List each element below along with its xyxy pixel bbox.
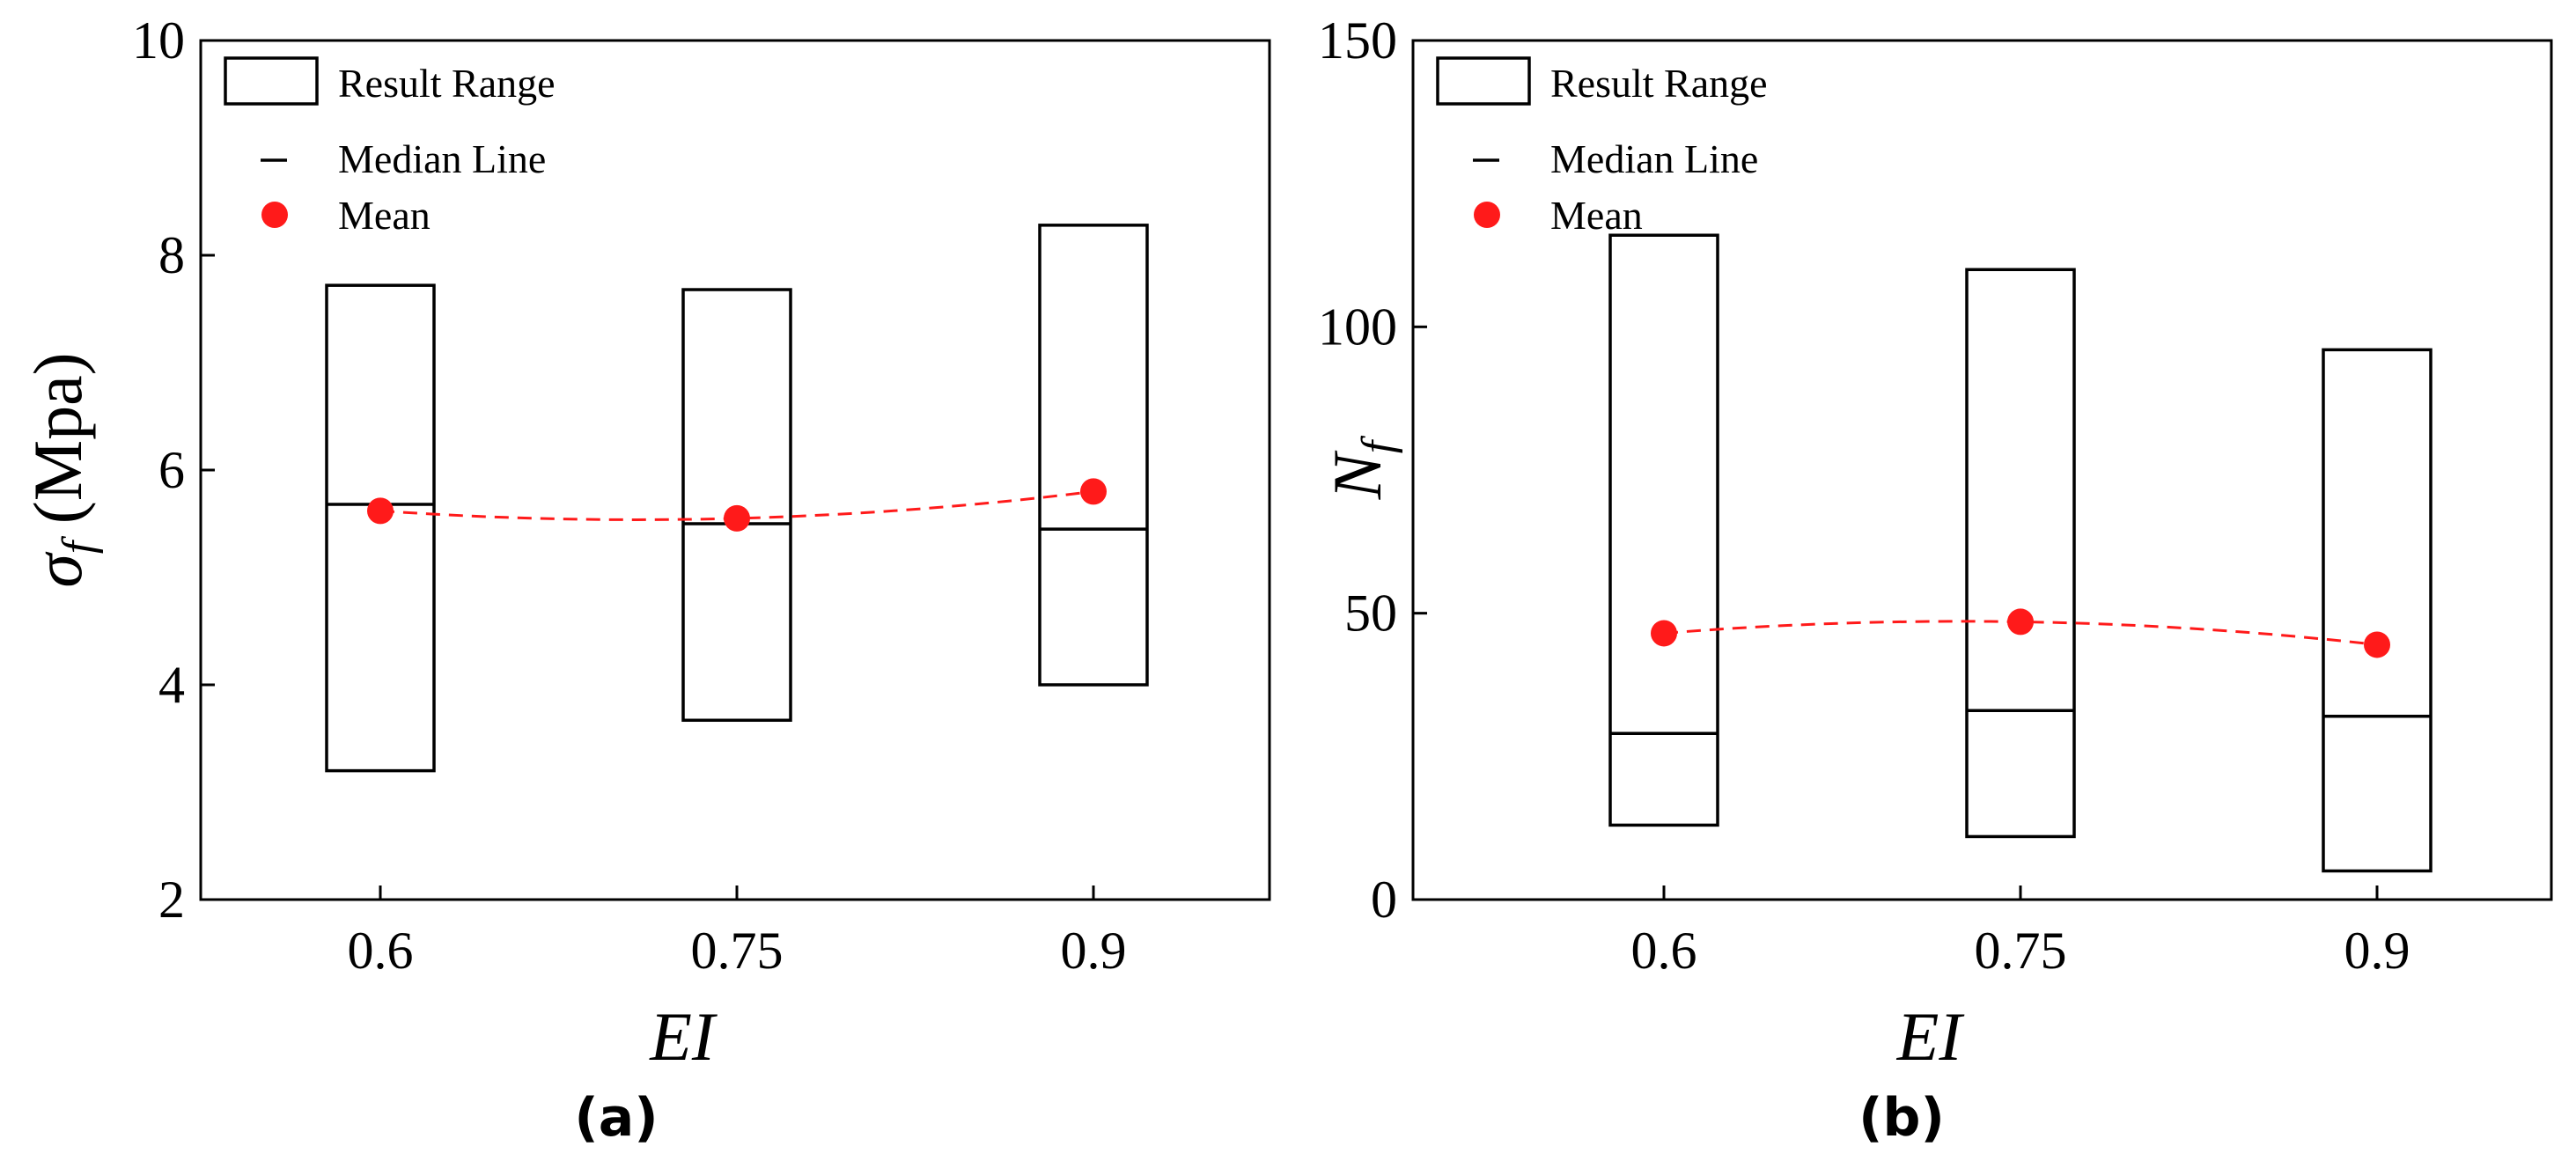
result-range-box (1965, 268, 2076, 839)
y-tick-label: 2 (158, 871, 185, 929)
x-tick-label: 0.75 (1975, 922, 2067, 980)
x-tick-label: 0.9 (1061, 922, 1127, 980)
y-tick-label: 4 (158, 656, 185, 714)
result-range-box (1038, 224, 1149, 687)
mean-point (2364, 631, 2390, 658)
y-tick-label: 100 (1318, 298, 1397, 356)
legend-mean-swatch (261, 202, 288, 228)
legend-mean-swatch (1474, 202, 1500, 228)
legend-mean-label: Mean (338, 193, 431, 238)
mean-point (1651, 620, 1677, 647)
y-tick-label: 10 (132, 11, 185, 70)
plot-frame (1411, 39, 2553, 901)
y-tick-label: 8 (158, 226, 185, 284)
x-tick-label: 0.6 (348, 922, 414, 980)
mean-point (2007, 608, 2034, 636)
y-tick-label: 6 (158, 441, 185, 499)
y-tick-label: 50 (1344, 584, 1397, 643)
legend-median-label: Median Line (338, 136, 546, 181)
x-axis-title: EI (649, 998, 718, 1075)
mean-point (1080, 478, 1107, 505)
result-range-box (681, 288, 792, 723)
legend-median-label: Median Line (1550, 136, 1758, 181)
mean-point (724, 504, 750, 532)
x-tick-label: 0.75 (691, 922, 784, 980)
result-range-box (325, 283, 436, 773)
panel-label: (a) (574, 1087, 658, 1149)
legend-range-swatch (1436, 56, 1531, 106)
legend-range-label: Result Range (1550, 61, 1768, 106)
x-tick-label: 0.6 (1631, 922, 1697, 980)
y-tick-label: 0 (1371, 871, 1397, 929)
x-tick-label: 0.9 (2344, 922, 2410, 980)
legend-range-label: Result Range (338, 61, 556, 106)
legend-mean-label: Mean (1550, 193, 1643, 238)
chart-panel-a: 2 4 6 8 10 0.6 0.75 0.9 EI σf (Mpa) Result Range Me… (19, 11, 1271, 1149)
chart-panel-b: 0 50 100 150 0.6 0.75 0.9 EI Nf Result Range Media… (1318, 11, 2553, 1149)
legend-range-swatch (224, 56, 319, 106)
panel-label: (b) (1858, 1087, 1945, 1149)
y-tick-label: 150 (1318, 11, 1397, 70)
mean-point (367, 497, 394, 525)
y-axis-title: σf (Mpa) (19, 352, 104, 587)
result-range-box (1608, 233, 1719, 827)
x-axis-title: EI (1896, 998, 1966, 1075)
result-range-box (2322, 348, 2432, 873)
y-axis-title: Nf (1319, 435, 1403, 500)
